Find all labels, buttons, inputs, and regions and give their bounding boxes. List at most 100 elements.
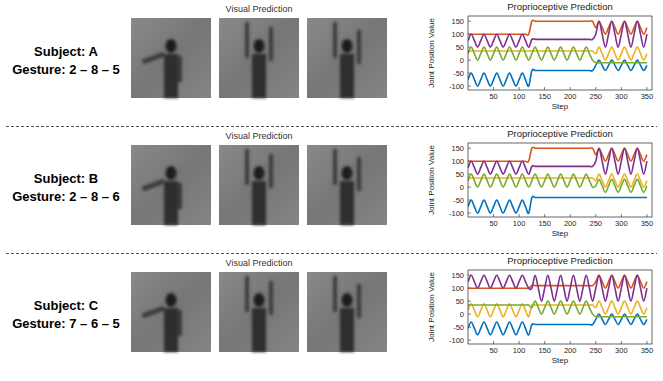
x-tick <box>519 341 520 344</box>
x-tick <box>646 341 647 344</box>
row-separator <box>6 126 657 127</box>
chart: Proprioceptive PredictionJoint Position … <box>427 255 653 365</box>
x-tick <box>646 214 647 217</box>
x-tick <box>493 214 494 217</box>
x-tick <box>621 87 622 90</box>
frame-background <box>131 18 211 98</box>
y-axis-label: Joint Position Value <box>427 272 436 342</box>
y-tick-label: -100 <box>449 82 464 91</box>
predicted-frame <box>131 145 211 225</box>
arm <box>269 154 273 188</box>
y-tick <box>468 21 471 22</box>
row-separator <box>6 253 657 254</box>
gesture-label: Gesture: 2 – 8 – 6 <box>12 189 120 204</box>
y-tick-label: 50 <box>456 170 464 179</box>
arm <box>142 179 165 192</box>
plot-frame <box>468 270 652 344</box>
head <box>254 166 265 180</box>
visual-title: Visual Prediction <box>226 4 293 14</box>
y-axis-label: Joint Position Value <box>427 18 436 88</box>
x-tick <box>493 341 494 344</box>
predicted-frame <box>219 145 299 225</box>
x-tick-label: 100 <box>513 219 526 228</box>
x-tick-label: 150 <box>538 92 551 101</box>
x-tick-label: 200 <box>564 219 577 228</box>
x-tick-label: 250 <box>590 346 603 355</box>
x-axis-label: Step <box>552 229 569 238</box>
arm <box>245 276 249 312</box>
subject-label: Subject: B <box>34 171 98 186</box>
x-tick <box>570 341 571 344</box>
x-tick-label: 150 <box>538 219 551 228</box>
frame-background <box>219 145 299 225</box>
x-tick <box>621 214 622 217</box>
lines <box>468 147 647 213</box>
plot-frame <box>468 16 652 90</box>
y-tick <box>468 148 471 149</box>
visual-title: Visual Prediction <box>226 258 293 268</box>
arm <box>178 183 182 209</box>
torso <box>164 181 178 225</box>
plot-area <box>468 270 652 344</box>
series-line <box>468 20 647 35</box>
figure-silhouette <box>245 22 273 98</box>
predicted-frame <box>307 18 387 98</box>
y-tick-label: 0 <box>460 310 464 319</box>
chart: Proprioceptive PredictionJoint Position … <box>427 128 653 238</box>
y-tick-label: 0 <box>460 183 464 192</box>
head <box>342 166 353 180</box>
gesture-label: Gesture: 2 – 8 – 5 <box>12 62 120 77</box>
figure-silhouette <box>245 276 273 352</box>
torso <box>164 54 178 98</box>
y-tick-label: 100 <box>451 284 464 293</box>
arm <box>333 22 337 58</box>
y-tick-label: 50 <box>456 297 464 306</box>
torso <box>252 181 266 225</box>
y-tick <box>468 314 471 315</box>
x-tick <box>544 87 545 90</box>
x-tick-label: 50 <box>489 219 497 228</box>
torso <box>340 54 354 98</box>
x-tick <box>544 214 545 217</box>
y-tick-label: -50 <box>453 196 464 205</box>
x-tick-label: 100 <box>513 346 526 355</box>
x-tick-label: 250 <box>590 92 603 101</box>
lines <box>468 275 647 335</box>
y-tick-label: -50 <box>453 323 464 332</box>
x-tick-label: 50 <box>489 92 497 101</box>
y-tick-label: -100 <box>449 209 464 218</box>
series-line <box>468 301 647 317</box>
chart-title: Proprioceptive Prediction <box>507 1 613 12</box>
figure-silhouette <box>142 39 182 98</box>
head <box>342 293 353 307</box>
head <box>254 39 265 53</box>
arm <box>357 284 361 318</box>
frame-background <box>219 272 299 352</box>
y-tick-label: -50 <box>453 69 464 78</box>
figure-silhouette <box>245 149 273 225</box>
frame-background <box>131 145 211 225</box>
frame-background <box>307 145 387 225</box>
subject-label: Subject: A <box>34 44 98 59</box>
figure-silhouette <box>333 22 361 98</box>
y-tick <box>468 86 471 87</box>
x-axis-label: Step <box>552 356 569 365</box>
x-tick <box>621 341 622 344</box>
arm <box>178 56 182 82</box>
y-tick-label: 150 <box>451 17 464 26</box>
plot-frame <box>468 143 652 217</box>
x-tick-label: 300 <box>615 219 628 228</box>
row: Subject: A Gesture: 2 – 8 – 5 Visual Predi… <box>12 4 387 98</box>
series-line <box>468 21 647 47</box>
series-line <box>468 174 647 192</box>
series-line <box>468 60 647 86</box>
arm <box>245 149 249 185</box>
figure-silhouette <box>333 149 361 225</box>
series-line <box>468 148 647 174</box>
y-tick-label: 50 <box>456 43 464 52</box>
chart-title: Proprioceptive Prediction <box>507 128 613 139</box>
y-tick-label: 150 <box>451 271 464 280</box>
x-tick-label: 350 <box>641 346 654 355</box>
arm <box>178 310 182 336</box>
plot-area <box>468 16 652 90</box>
